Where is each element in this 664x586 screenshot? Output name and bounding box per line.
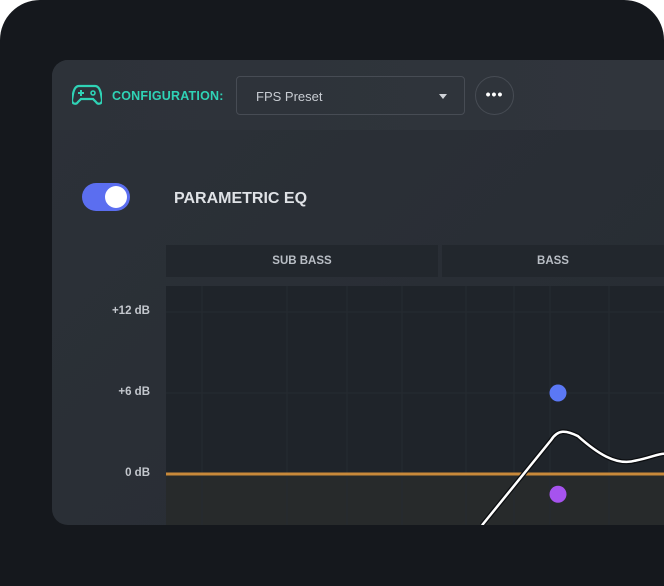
gamepad-icon: [72, 84, 102, 105]
eq-title: PARAMETRIC EQ: [174, 190, 308, 207]
eq-curve: [481, 430, 664, 525]
preset-value: FPS Preset: [256, 89, 323, 104]
eq-band-point[interactable]: [549, 384, 567, 402]
band-sub-bass[interactable]: SUB BASS: [166, 245, 438, 277]
y-tick-label: +12 dB: [111, 305, 150, 317]
more-options-button[interactable]: •••: [475, 76, 514, 115]
preset-dropdown[interactable]: FPS Preset: [236, 76, 465, 115]
negative-region: [166, 474, 664, 525]
config-header: CONFIGURATION: FPS Preset •••: [52, 60, 664, 130]
y-tick-label: +6 dB: [118, 386, 150, 398]
chevron-down-icon: [439, 94, 447, 99]
eq-panel: CONFIGURATION: FPS Preset ••• PARAMETRIC…: [52, 60, 664, 525]
y-tick-label: 0 dB: [125, 467, 150, 479]
eq-band-point[interactable]: [549, 485, 567, 503]
eq-toggle[interactable]: [82, 183, 130, 211]
configuration-label: CONFIGURATION:: [112, 89, 224, 103]
band-bass[interactable]: BASS: [442, 245, 664, 277]
eq-graph[interactable]: [166, 286, 664, 525]
toggle-knob: [105, 186, 127, 208]
